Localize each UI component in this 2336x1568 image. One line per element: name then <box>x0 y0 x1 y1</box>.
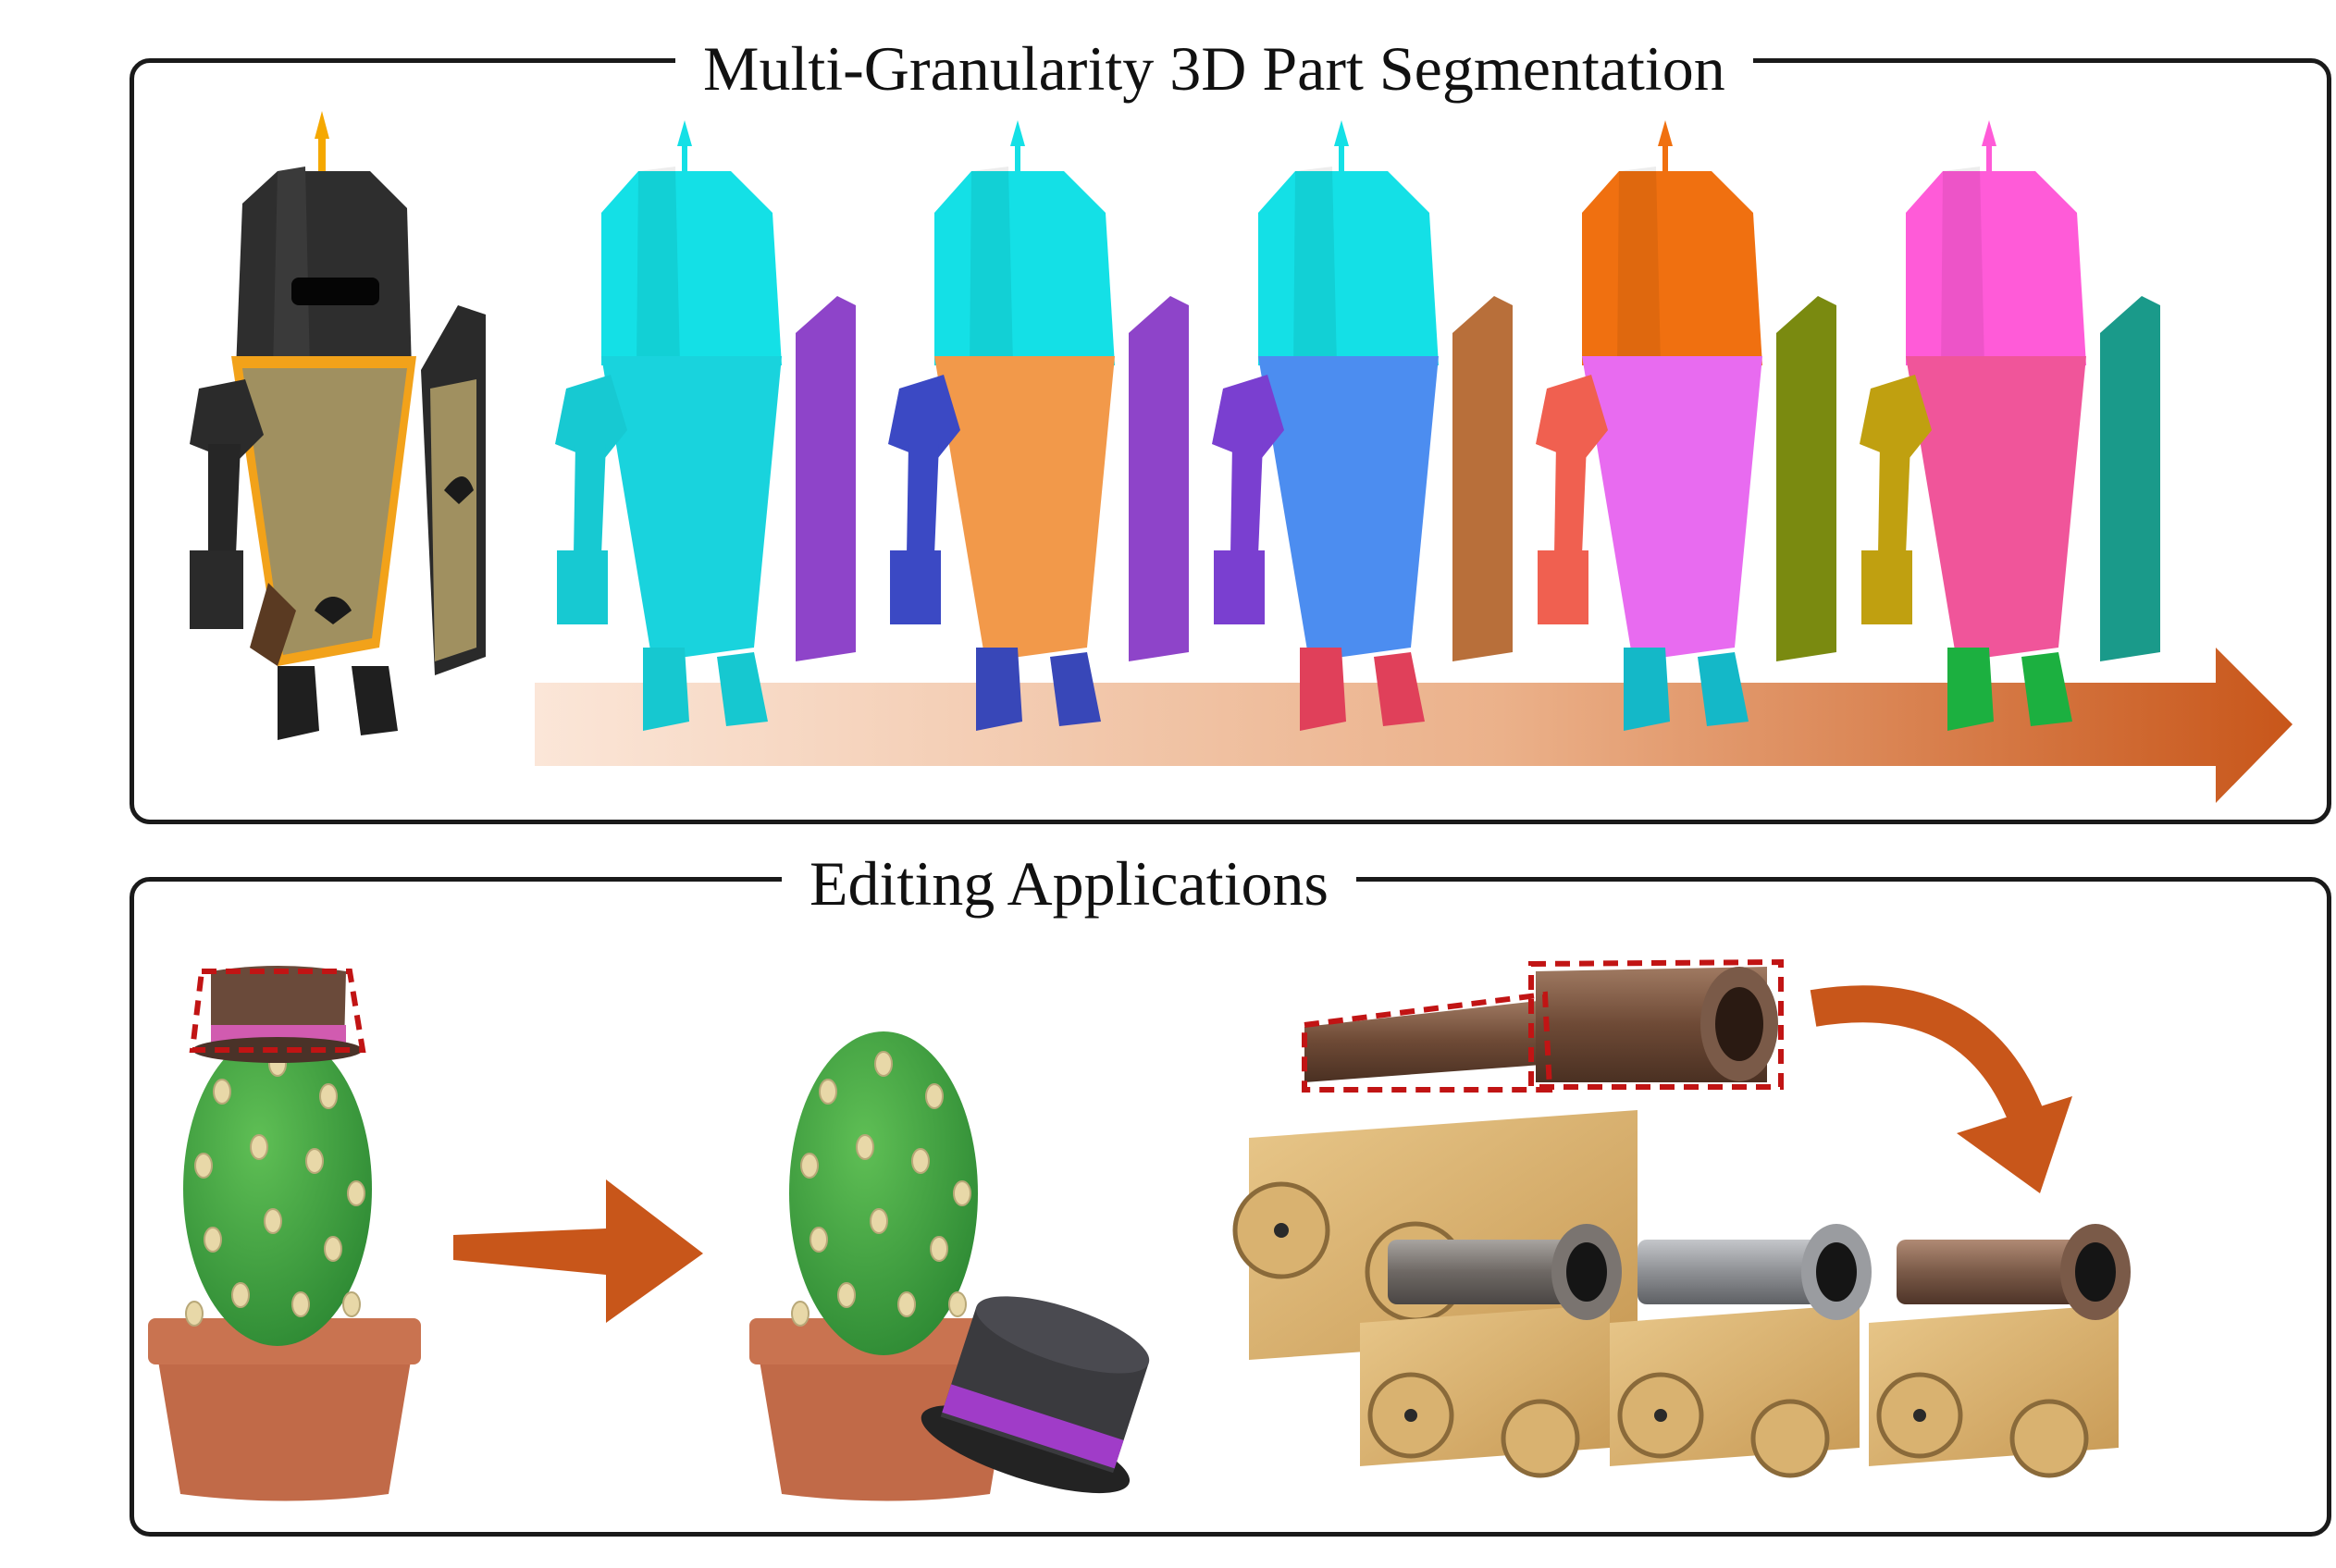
granularity-gradient-arrow-icon <box>535 648 2293 803</box>
cannon-variant-iron-icon <box>1360 1224 1622 1478</box>
knight-segmentation-level-4-icon <box>1536 120 1836 731</box>
knight-segmentation-level-2-icon <box>888 120 1189 731</box>
knight-segmentations <box>555 120 2160 731</box>
segmentation-panel-title: Multi-Granularity 3D Part Segmentation <box>675 31 1753 105</box>
cannon-variant-steel-icon <box>1610 1224 1872 1478</box>
cannon-variant-bronze-icon <box>1869 1224 2131 1478</box>
knight-model-icon <box>190 111 486 740</box>
cannon-variants <box>1360 1224 2131 1478</box>
cactus-with-hat-icon <box>148 966 421 1501</box>
edit-arrow-icon <box>453 1179 703 1323</box>
editing-panel-title: Editing Applications <box>782 846 1356 920</box>
knight-segmentation-level-5-icon <box>1860 120 2160 731</box>
knight-segmentation-level-3-icon <box>1212 120 1513 731</box>
curved-arrow-icon <box>1810 985 2072 1193</box>
knight-segmentation-level-1-icon <box>555 120 856 731</box>
cactus-hat-removed-icon <box>749 1031 1150 1501</box>
